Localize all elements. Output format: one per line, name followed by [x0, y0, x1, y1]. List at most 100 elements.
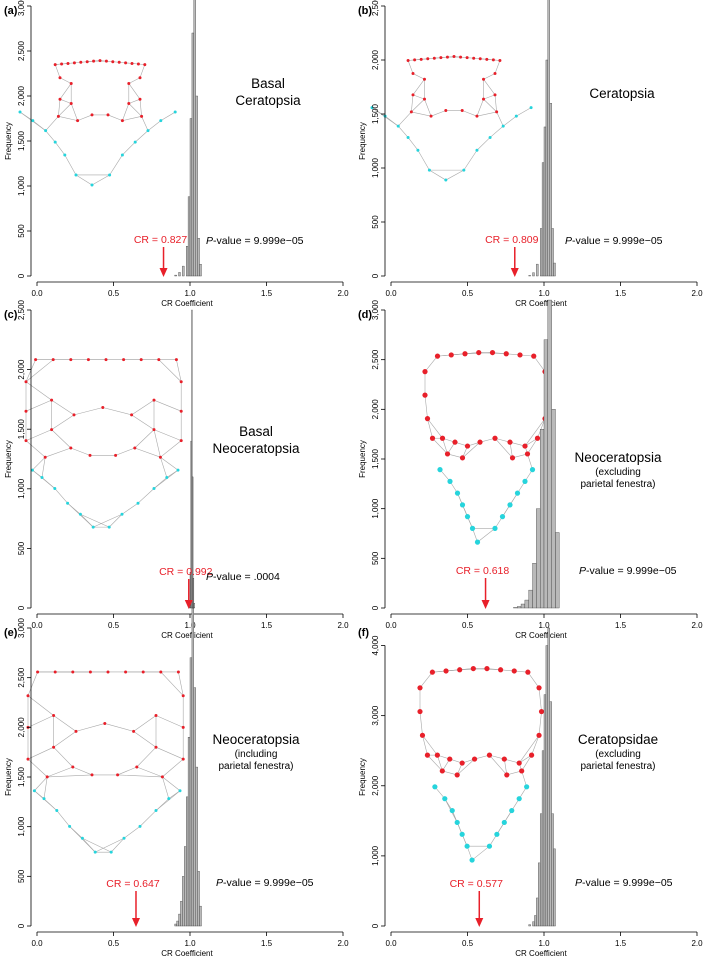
landmark-point: [92, 59, 96, 63]
landmark-mesh: [25, 359, 182, 528]
p-value-label: P-value = 9.999e−05: [575, 877, 673, 889]
landmark-point: [413, 58, 417, 62]
landmark-point: [69, 446, 73, 450]
landmark-point: [424, 752, 431, 758]
landmark-point: [24, 439, 28, 443]
y-tick-label: 0: [371, 605, 380, 610]
mesh-edge: [483, 98, 497, 113]
landmark-point: [427, 168, 431, 172]
histogram-bar: [551, 813, 554, 927]
mesh-edge: [25, 440, 46, 458]
mesh-edge: [122, 103, 130, 121]
mesh-edge: [32, 120, 46, 131]
y-axis-label: Frequency: [4, 122, 13, 160]
landmark-point: [26, 757, 30, 761]
histogram-bar: [536, 897, 539, 927]
chart-title: Ceratopsidae: [578, 732, 658, 747]
histogram-bar: [195, 766, 198, 927]
landmark-point: [45, 775, 49, 779]
landmark-point: [509, 455, 516, 461]
p-value-label: P-value = .0004: [206, 571, 280, 583]
mesh-edge: [93, 513, 123, 528]
landmark-point: [146, 129, 150, 133]
histogram-bar: [543, 339, 549, 609]
x-tick-label: 0.0: [31, 289, 43, 298]
landmark-point: [136, 501, 140, 505]
mesh-edge: [494, 438, 513, 459]
mesh-edge: [104, 723, 134, 732]
mesh-edge: [407, 137, 419, 151]
histogram-bar: [199, 905, 202, 927]
landmark-point: [439, 435, 446, 441]
landmark-point: [469, 857, 475, 863]
landmark-point: [69, 81, 73, 85]
histogram-bar: [180, 900, 183, 927]
landmark-point: [492, 525, 498, 532]
y-tick-label: 2,000: [371, 399, 380, 420]
landmark-point: [181, 757, 185, 761]
mesh-edge: [141, 116, 149, 131]
histogram-bar: [197, 871, 200, 927]
landmark-point: [154, 714, 158, 718]
mesh-edge: [64, 154, 77, 176]
landmark-point: [143, 63, 147, 67]
landmark-point: [495, 110, 499, 114]
landmark-point: [470, 665, 476, 672]
landmark-point: [444, 178, 448, 182]
landmark-point: [443, 668, 449, 674]
landmark-point: [519, 768, 525, 774]
landmark-point: [459, 55, 463, 59]
landmark-point: [432, 56, 436, 60]
y-tick-label: 2,000: [371, 49, 380, 70]
mesh-edge: [424, 395, 428, 419]
landmark-point: [101, 406, 105, 410]
mesh-edge: [45, 130, 56, 143]
landmark-point: [522, 443, 528, 449]
landmark-point: [133, 446, 137, 450]
x-tick-label: 0.5: [462, 621, 474, 630]
landmark-point: [127, 101, 131, 105]
histogram-bar: [547, 627, 550, 927]
landmark-point: [454, 819, 460, 826]
landmark-point: [152, 428, 156, 432]
y-tick-label: 2,000: [17, 717, 26, 738]
histogram-bar: [178, 913, 181, 927]
y-axis-label: Frequency: [4, 758, 13, 796]
landmark-point: [124, 670, 128, 674]
mesh-edge: [82, 838, 112, 853]
mesh-edge: [27, 671, 38, 696]
histogram-bar: [541, 750, 545, 927]
histogram-bar: [176, 920, 179, 927]
y-tick-label: 0: [17, 273, 26, 278]
histogram-bar: [539, 228, 543, 277]
histogram-bar: [193, 0, 196, 277]
x-tick-label: 0.5: [462, 939, 474, 948]
y-tick-label: 0: [17, 923, 26, 928]
landmark-point: [529, 752, 535, 758]
landmark-point: [489, 349, 496, 356]
landmark-point: [434, 752, 440, 758]
panel-label: (f): [358, 627, 369, 639]
panel-label: (e): [4, 627, 18, 639]
histogram-bar: [193, 603, 195, 609]
x-tick-label: 2.0: [691, 621, 703, 630]
landmark-mesh: [371, 56, 532, 181]
mesh-edge: [162, 776, 170, 799]
chart-panel: (e) 0 500 1,000 1,500 2,000 2,500 3,000 0.0 0.5 1.…: [4, 607, 349, 956]
landmark-point: [103, 721, 107, 725]
histogram-bar: [543, 694, 547, 927]
landmark-point: [138, 76, 142, 80]
mesh-edge: [58, 99, 61, 117]
mesh-edge: [115, 447, 135, 456]
x-tick-label: 0.5: [108, 939, 120, 948]
x-tick-label: 1.5: [261, 939, 273, 948]
landmark-point: [471, 756, 478, 762]
landmark-point: [72, 413, 76, 417]
landmark-point: [66, 501, 70, 505]
landmark-point: [53, 670, 57, 674]
landmark-point: [396, 124, 400, 128]
landmark-point: [106, 670, 110, 674]
landmark-point: [86, 358, 90, 362]
mesh-edge: [25, 381, 52, 401]
landmark-point: [140, 114, 144, 118]
